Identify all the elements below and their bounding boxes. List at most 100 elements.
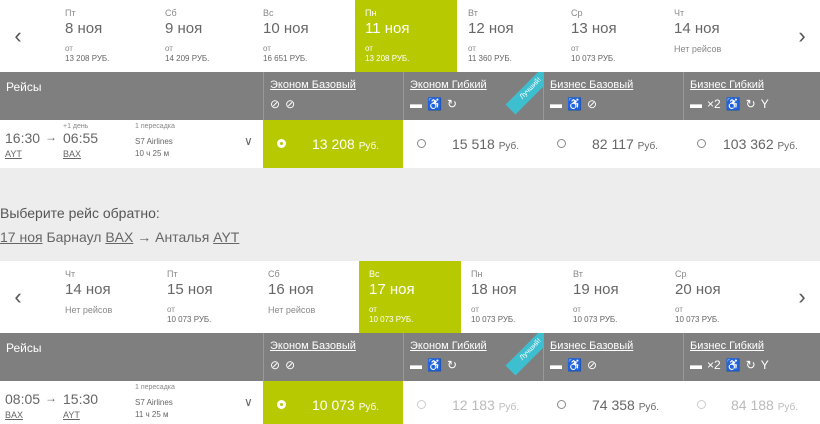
airline-name: S7 Airlines xyxy=(135,398,173,407)
baggage-count: ×2 xyxy=(707,358,721,372)
date-label: 14 ноя xyxy=(65,281,111,298)
to-city: Анталья xyxy=(155,229,210,245)
return-route: 17 ноя Барнаул BAX → Анталья AYT xyxy=(0,229,239,245)
date-tab[interactable]: Сб 9 ноя от 14 209 РУБ. xyxy=(155,0,257,72)
stops-label: 1 пересадка xyxy=(135,384,175,391)
fare-cell[interactable]: 82 117 Руб. xyxy=(543,120,683,168)
fare-price: 74 358 xyxy=(592,397,635,413)
arrival-time: 15:30 xyxy=(63,391,99,407)
fare-radio[interactable] xyxy=(697,139,706,148)
return-flight-row[interactable]: 08:05 → BAX 15:30 AYT 1 пересадка S7 Air… xyxy=(0,381,820,424)
fare-cell[interactable]: 103 362 Руб. xyxy=(683,120,820,168)
return-title: Выберите рейс обратно: xyxy=(0,205,160,221)
price-prefix: от xyxy=(167,305,175,314)
fare-cell-selected[interactable]: 13 208 Руб. xyxy=(263,120,403,168)
return-date-link[interactable]: 17 ноя xyxy=(0,229,43,245)
date-tab[interactable]: Чт 14 ноя Нет рейсов xyxy=(55,261,157,333)
date-label: 10 ноя xyxy=(263,20,309,37)
date-label: 12 ноя xyxy=(468,20,514,37)
date-tab-selected[interactable]: Вс 17 ноя от 10 073 РУБ. xyxy=(359,261,461,333)
chevron-left-icon: ‹ xyxy=(14,284,22,309)
day-of-week: Пт xyxy=(167,269,178,279)
fare-radio[interactable] xyxy=(417,139,426,148)
departure-airport[interactable]: BAX xyxy=(5,410,24,420)
fare-name[interactable]: Эконом Гибкий xyxy=(410,79,487,91)
day-of-week: Чт xyxy=(674,8,685,18)
currency: Руб. xyxy=(777,402,799,413)
fare-column-economy-flex: Эконом Гибкий ▬ ♿ ↻ Лучший! xyxy=(403,333,543,381)
next-dates-button[interactable]: › xyxy=(784,0,820,72)
chevron-down-icon[interactable]: ∨ xyxy=(244,395,253,409)
arrival-airport[interactable]: BAX xyxy=(63,149,82,159)
fare-radio[interactable] xyxy=(277,139,286,148)
min-price: 13 208 РУБ. xyxy=(65,54,110,63)
seat-icon: ♿ xyxy=(427,358,442,372)
date-label: 14 ноя xyxy=(674,20,720,37)
arrow-right-icon: → xyxy=(45,391,57,405)
departure-airport[interactable]: AYT xyxy=(5,149,22,159)
next-dates-button[interactable]: › xyxy=(784,261,820,333)
chevron-down-icon[interactable]: ∨ xyxy=(244,134,253,148)
fare-name[interactable]: Бизнес Гибкий xyxy=(690,79,765,91)
fare-name[interactable]: Эконом Базовый xyxy=(270,79,356,91)
flight-duration: 10 ч 25 м xyxy=(135,149,170,158)
baggage-count: ×2 xyxy=(707,97,721,111)
date-tab[interactable]: Пт 15 ноя от 10 073 РУБ. xyxy=(157,261,259,333)
date-tab[interactable]: Ср 20 ноя от 10 073 РУБ. xyxy=(665,261,767,333)
outbound-flight-row[interactable]: 16:30 → AYT +1 день 06:55 BAX 1 пересадк… xyxy=(0,120,820,168)
fare-cell-selected[interactable]: 10 073 Руб. xyxy=(263,381,403,424)
baggage-icon: ▬ xyxy=(690,358,702,372)
return-date-bar: ‹ Чт 14 ноя Нет рейсов Пт 15 ноя от 10 073 РУ… xyxy=(0,261,820,333)
fare-price: 15 518 xyxy=(452,136,495,152)
prev-dates-button[interactable]: ‹ xyxy=(0,261,36,333)
fare-name[interactable]: Бизнес Базовый xyxy=(550,79,634,91)
date-tab[interactable]: Ср 13 ноя от 10 073 РУБ. xyxy=(561,0,663,72)
fare-column-business-flex: Бизнес Гибкий ▬ ×2 ♿ ↻ Y xyxy=(683,333,820,381)
fare-radio[interactable] xyxy=(557,139,566,148)
date-tab[interactable]: Вт 12 ноя от 11 360 РУБ. xyxy=(458,0,560,72)
baggage-icon: ▬ xyxy=(550,358,562,372)
date-tab[interactable]: Пт 8 ноя от 13 208 РУБ. xyxy=(55,0,157,72)
fare-radio[interactable] xyxy=(277,400,286,409)
from-airport-link[interactable]: BAX xyxy=(105,229,134,245)
cocktail-icon: Y xyxy=(760,358,769,372)
fare-price: 103 362 xyxy=(723,136,774,152)
arrival-airport[interactable]: AYT xyxy=(63,410,80,420)
fare-column-business-basic: Бизнес Базовый ▬ ♿ ⊘ xyxy=(543,333,683,381)
day-of-week: Сб xyxy=(165,8,177,18)
date-tab[interactable]: Сб 16 ноя Нет рейсов xyxy=(258,261,360,333)
seat-icon: ♿ xyxy=(725,97,741,111)
fare-name[interactable]: Эконом Базовый xyxy=(270,340,356,352)
to-airport-link[interactable]: AYT xyxy=(213,229,240,245)
min-price: 16 651 РУБ. xyxy=(263,54,308,63)
fare-column-economy-basic: Эконом Базовый ⊘ ⊘ xyxy=(263,333,403,381)
fare-name[interactable]: Бизнес Базовый xyxy=(550,340,634,352)
fare-radio[interactable] xyxy=(557,400,566,409)
fare-cell-unavailable: 12 183 Руб. xyxy=(403,381,543,424)
date-tab[interactable]: Вт 19 ноя от 10 073 РУБ. xyxy=(563,261,665,333)
min-price: 10 073 РУБ. xyxy=(471,315,516,324)
fare-name[interactable]: Бизнес Гибкий xyxy=(690,340,765,352)
min-price: 13 208 РУБ. xyxy=(365,54,410,63)
date-tab[interactable]: Чт 14 ноя Нет рейсов xyxy=(664,0,766,72)
chevron-right-icon: › xyxy=(798,284,806,309)
no-baggage-icon: ⊘ xyxy=(270,97,281,111)
no-flights-label: Нет рейсов xyxy=(268,305,316,315)
date-tab-selected[interactable]: Пн 11 ноя от 13 208 РУБ. xyxy=(355,0,457,72)
prev-dates-button[interactable]: ‹ xyxy=(0,0,36,72)
date-label: 18 ноя xyxy=(471,281,517,298)
min-price: 10 073 РУБ. xyxy=(675,315,720,324)
fare-cell[interactable]: 74 358 Руб. xyxy=(543,381,683,424)
currency: Руб. xyxy=(498,141,520,152)
day-of-week: Чт xyxy=(65,269,76,279)
day-of-week: Пн xyxy=(471,269,483,279)
fare-cell[interactable]: 15 518 Руб. xyxy=(403,120,543,168)
day-of-week: Сб xyxy=(268,269,280,279)
fare-name[interactable]: Эконом Гибкий xyxy=(410,340,487,352)
exchange-icon: ↻ xyxy=(446,358,458,372)
date-label: 8 ноя xyxy=(65,20,103,37)
price-prefix: от xyxy=(165,44,173,53)
no-refund-icon: ⊘ xyxy=(285,358,296,372)
date-tab[interactable]: Пн 18 ноя от 10 073 РУБ. xyxy=(461,261,563,333)
date-tab[interactable]: Вс 10 ноя от 16 651 РУБ. xyxy=(253,0,355,72)
